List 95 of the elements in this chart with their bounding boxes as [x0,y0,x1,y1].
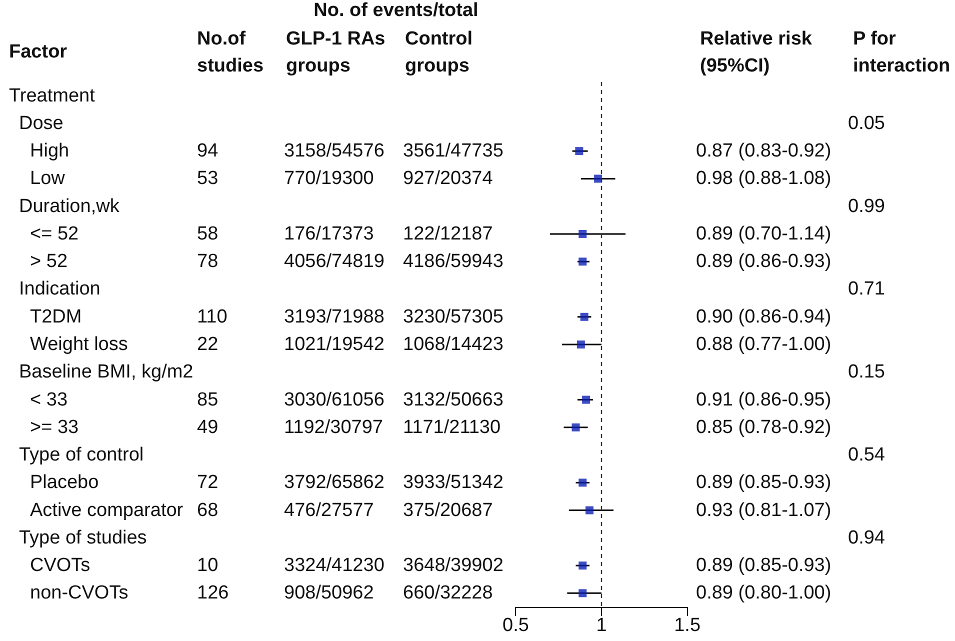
text: P for interaction [853,28,950,76]
text: T2DM [30,306,82,328]
x-tick-label: 0.5 [502,615,529,636]
point [578,258,587,266]
text: 72 [197,472,218,494]
text: <= 52 [30,223,79,244]
text: Indication [19,278,100,300]
text: 1021/19542 [284,334,384,355]
data-label: 0.89 (0.85-0.93) [696,472,832,494]
point [585,506,594,514]
text: 3648/39902 [403,555,504,576]
text: 10 [197,555,218,576]
text: 4186/59943 [403,251,504,272]
text: 22 [197,334,218,355]
x-tick-label: 1.5 [674,615,701,636]
text: 176/17373 [284,223,374,244]
text: Factor [9,42,68,62]
data-label: 0.85 (0.78-0.92) [696,416,832,438]
point [578,589,587,598]
data-label: 0.93 (0.81-1.07) [696,500,832,521]
text: Weight loss [30,334,128,355]
x-tick-label: 1 [596,615,607,636]
text: Type of control [19,444,144,466]
text: > 52 [30,251,68,272]
text: Low [30,168,66,190]
text: 908/50962 [284,582,374,604]
text: 375/20687 [403,500,493,521]
text: 68 [197,500,218,521]
text: 0.05 [848,112,885,134]
text: 53 [197,168,218,190]
text: 58 [197,223,218,244]
point [578,562,587,570]
text: CVOTs [30,555,90,576]
text: 0.94 [848,527,886,548]
data-label: 0.91 (0.86-0.95) [696,389,832,410]
text: 476/27577 [284,500,374,521]
point [578,230,587,238]
text: 660/32228 [403,582,493,604]
text: 3933/51342 [403,472,504,494]
text: 1068/14423 [403,334,504,355]
text: Active comparator [30,500,184,521]
point [576,340,585,348]
text: 0.15 [848,362,885,383]
text: 78 [197,251,218,272]
text: No. of events/total [314,0,478,21]
text: GLP-1 RAs groups [286,28,391,76]
point [580,312,588,321]
text: 3792/65862 [284,472,384,494]
data-label: 0.89 (0.70-1.14) [696,223,832,244]
text: 0.99 [848,196,885,217]
text: 927/20374 [403,168,494,190]
text: 3230/57305 [403,306,504,328]
text: Dose [19,112,64,134]
data-label: 0.87 (0.83-0.92) [696,140,832,162]
point [572,423,580,432]
data-label: 0.89 (0.80-1.00) [696,582,832,604]
text: Relative risk (95%CI) [700,28,818,76]
text: Type of studies [19,527,147,548]
data-label: 0.89 (0.86-0.93) [696,251,832,272]
point [594,174,602,183]
text: 49 [197,416,218,438]
text: No.of studies [197,28,264,76]
point [582,396,590,404]
data-label: 0.98 (0.88-1.08) [696,168,832,190]
text: 85 [197,389,218,410]
text: 94 [197,140,219,162]
text: 1171/21130 [403,416,501,438]
text: Placebo [30,472,99,494]
text: >= 33 [30,416,79,438]
text: 3324/41230 [284,555,384,576]
text: 3030/61056 [284,389,384,410]
text: 126 [197,582,229,604]
data-label: 0.90 (0.86-0.94) [696,306,832,328]
point [575,147,584,156]
text: 1192/30797 [284,416,383,438]
text: Baseline BMI, kg/m2 [19,362,194,383]
text: non-CVOTs [30,582,128,604]
text: Duration,wk [19,196,120,217]
text: High [30,140,70,162]
text: Control groups [405,28,478,76]
text: 110 [197,306,228,328]
text: 4056/74819 [284,251,384,272]
text: < 33 [30,389,68,410]
text: 3158/54576 [284,140,384,162]
text: 3561/47735 [403,140,504,162]
point [578,478,587,487]
data-label: 0.89 (0.85-0.93) [696,555,832,576]
text: 0.54 [848,444,886,466]
text: 0.71 [848,278,885,300]
text: 122/12187 [403,223,493,244]
data-label: 0.88 (0.77-1.00) [696,334,832,355]
text: 3193/71988 [284,306,384,328]
text: 3132/50663 [403,389,504,410]
text: 770/19300 [284,168,374,190]
text: Treatment [9,85,96,106]
